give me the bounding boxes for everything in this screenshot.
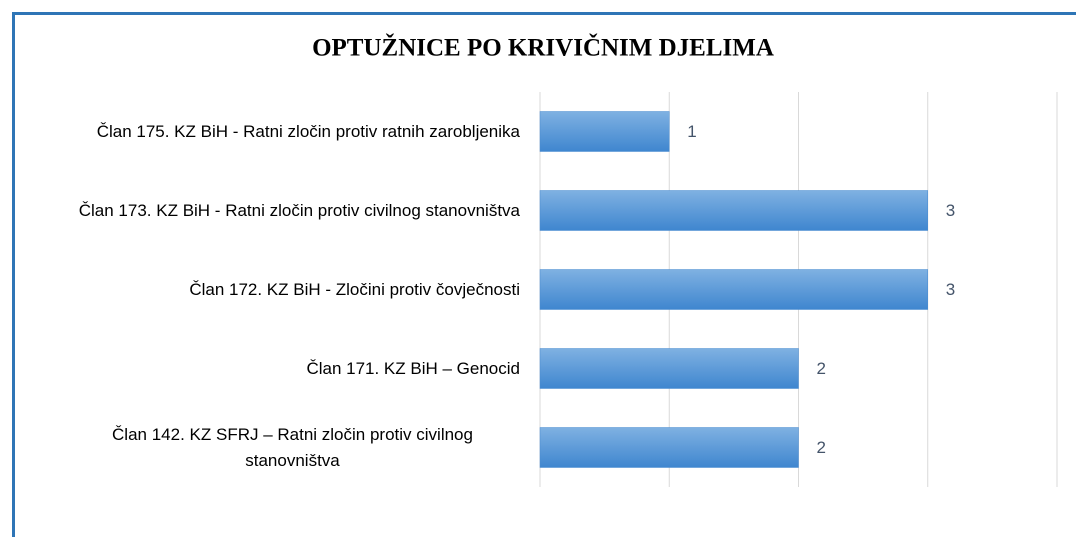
data-label: 3 xyxy=(946,280,955,299)
bar xyxy=(539,190,928,231)
bar xyxy=(539,269,928,310)
category-label: Član 172. KZ BiH - Zločini protiv čovječ… xyxy=(189,250,520,329)
bar xyxy=(539,348,799,389)
frame xyxy=(12,12,1076,537)
bar xyxy=(539,427,799,468)
chart-title: OPTUŽNICE PO KRIVIČNIM DJELIMA xyxy=(312,33,774,62)
category-label: Član 171. KZ BiH – Genocid xyxy=(306,329,520,408)
category-label: Član 142. KZ SFRJ – Ratni zločin protiv … xyxy=(65,408,520,487)
data-label: 1 xyxy=(687,122,696,141)
category-text: Član 171. KZ BiH – Genocid xyxy=(306,358,520,378)
bar xyxy=(539,111,670,152)
category-text: Član 172. KZ BiH - Zločini protiv čovječ… xyxy=(189,279,520,299)
data-label: 2 xyxy=(817,438,826,457)
category-text: Član 142. KZ SFRJ – Ratni zločin protiv … xyxy=(112,424,473,470)
category-text: Član 173. KZ BiH - Ratni zločin protiv c… xyxy=(78,200,520,220)
data-label: 2 xyxy=(817,359,826,378)
category-text: Član 175. KZ BiH - Ratni zločin protiv r… xyxy=(96,121,520,141)
category-label: Član 175. KZ BiH - Ratni zločin protiv r… xyxy=(97,92,520,171)
data-label: 3 xyxy=(946,201,955,220)
category-label: Član 173. KZ BiH - Ratni zločin protiv c… xyxy=(79,171,520,250)
